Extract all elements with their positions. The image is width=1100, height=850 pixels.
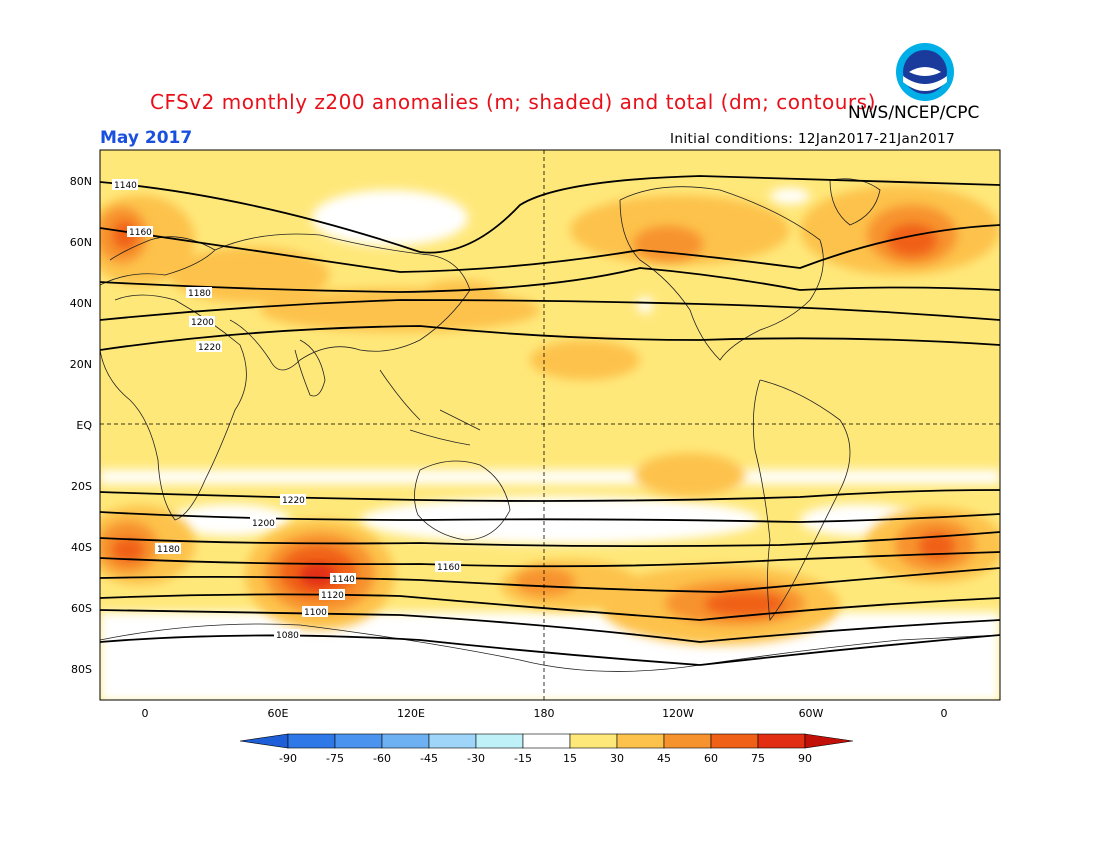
contour-label: 1200	[189, 316, 215, 328]
longitude-labels: 0 60E 120E 180 120W 60W 0	[142, 707, 948, 720]
contour-label: 1100	[302, 606, 328, 618]
contour-label: 1080	[274, 629, 300, 641]
contour-label: 1120	[319, 589, 345, 601]
latitude-labels: 80N 60N 40N 20N EQ 20S 40S 60S 80S	[70, 175, 93, 676]
colorbar-swatch	[428, 733, 477, 749]
colorbar: -90 -75 -60 -45 -30 -15 15 30 45 60 75 90	[239, 733, 854, 765]
colorbar-swatch	[381, 733, 430, 749]
colorbar-tick-label: -30	[467, 752, 485, 765]
lat-label: 40N	[70, 297, 92, 310]
coastlines	[100, 178, 1000, 672]
colorbar-tick-label: 90	[798, 752, 812, 765]
colorbar-tick-label: -75	[326, 752, 344, 765]
colorbar-swatch	[616, 733, 665, 749]
contour-label: 1200	[250, 517, 276, 529]
svg-text:1200: 1200	[252, 519, 275, 529]
initial-conditions: Initial conditions: 12Jan2017-21Jan2017	[670, 131, 956, 147]
chart-title: CFSv2 monthly z200 anomalies (m; shaded)…	[150, 90, 876, 114]
contour-label: 1140	[112, 179, 138, 191]
forecast-month: May 2017	[100, 128, 193, 148]
colorbar-swatch	[522, 733, 571, 749]
svg-text:1200: 1200	[191, 318, 214, 328]
colorbar-tick-label: -15	[514, 752, 532, 765]
colorbar-swatch	[663, 733, 712, 749]
colorbar-tick-label: -45	[420, 752, 438, 765]
lon-label: 120W	[662, 707, 694, 720]
contour-label: 1160	[127, 226, 153, 238]
contour-label: 1180	[186, 287, 212, 299]
colorbar-right-arrow	[804, 733, 854, 749]
svg-text:1080: 1080	[276, 631, 299, 641]
colorbar-tick-label: 60	[704, 752, 718, 765]
colorbar-left-arrow	[239, 733, 289, 749]
lat-label: 80N	[70, 175, 92, 188]
lon-label: 0	[941, 707, 948, 720]
colorbar-swatch	[475, 733, 524, 749]
colorbar-swatch	[710, 733, 759, 749]
lon-label: 180	[534, 707, 555, 720]
lat-label: EQ	[76, 419, 92, 432]
svg-text:1180: 1180	[157, 545, 180, 555]
colorbar-swatch	[334, 733, 383, 749]
noaa-logo-icon	[896, 43, 954, 101]
lat-label: 20N	[70, 358, 92, 371]
svg-text:1140: 1140	[114, 181, 137, 191]
colorbar-tick-label: 15	[563, 752, 577, 765]
lat-label: 80S	[71, 663, 92, 676]
svg-text:1160: 1160	[129, 228, 152, 238]
lon-label: 120E	[397, 707, 425, 720]
svg-text:1140: 1140	[332, 575, 355, 585]
colorbar-tick-label: -60	[373, 752, 391, 765]
contour-label: 1220	[196, 341, 222, 353]
colorbar-swatch	[757, 733, 806, 749]
contour-label: 1220	[280, 494, 306, 506]
lon-label: 0	[142, 707, 149, 720]
colorbar-swatch	[287, 733, 336, 749]
svg-text:1180: 1180	[188, 289, 211, 299]
lat-label: 40S	[71, 541, 92, 554]
colorbar-tick-label: 45	[657, 752, 671, 765]
lat-label: 60N	[70, 236, 92, 249]
svg-text:1220: 1220	[198, 343, 221, 353]
lon-label: 60E	[268, 707, 289, 720]
lat-label: 20S	[71, 480, 92, 493]
contour-label: 1180	[155, 543, 181, 555]
colorbar-tick-label: 75	[751, 752, 765, 765]
svg-text:1160: 1160	[437, 563, 460, 573]
lat-label: 60S	[71, 602, 92, 615]
contour-label: 1140	[330, 573, 356, 585]
contour-labels: 1140 1160 1180 1200 1220 1220 1200 1180 …	[112, 179, 461, 641]
anomaly-shading	[100, 150, 1000, 700]
colorbar-tick-label: -90	[279, 752, 297, 765]
svg-text:1120: 1120	[321, 591, 344, 601]
height-contours	[100, 175, 1000, 666]
svg-text:1220: 1220	[282, 496, 305, 506]
colorbar-swatch	[569, 733, 618, 749]
lon-label: 60W	[799, 707, 824, 720]
agency-label: NWS/NCEP/CPC	[848, 103, 980, 123]
contour-label: 1160	[435, 561, 461, 573]
colorbar-tick-label: 30	[610, 752, 624, 765]
svg-text:1100: 1100	[304, 608, 327, 618]
